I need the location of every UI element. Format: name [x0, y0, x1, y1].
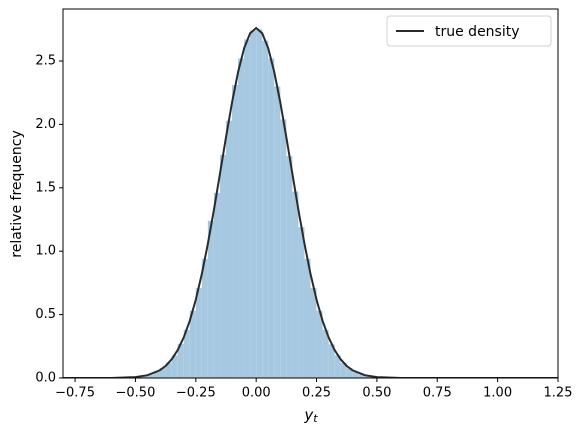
x-tick-label: −0.25	[176, 386, 216, 401]
bar	[225, 120, 233, 378]
bar	[358, 374, 365, 378]
bar	[334, 355, 341, 378]
bar	[286, 156, 293, 378]
bar	[153, 371, 160, 378]
bar	[256, 29, 263, 378]
bar	[183, 329, 190, 378]
bar	[195, 287, 202, 378]
bar	[165, 362, 172, 378]
plot-frame	[62, 8, 559, 379]
bar	[316, 310, 323, 378]
bar	[322, 329, 329, 378]
density-line	[63, 26, 558, 378]
x-axis-label: yt	[303, 406, 318, 426]
y-tick-label: 2.5	[35, 53, 56, 68]
y-axis-label: relative frequency	[9, 130, 25, 257]
bar	[268, 58, 275, 378]
x-tick-label: 0.50	[362, 386, 391, 401]
bar	[352, 372, 359, 378]
bar	[280, 119, 287, 378]
bar	[310, 287, 317, 378]
y-tick-label: 2.0	[35, 117, 56, 132]
bar	[274, 86, 281, 378]
bar	[171, 355, 178, 378]
x-tick-label: 0.75	[423, 386, 452, 401]
bar	[292, 191, 299, 378]
bar	[364, 375, 371, 378]
bar	[201, 258, 208, 378]
bar	[219, 154, 226, 378]
bar	[159, 368, 166, 378]
x-tick-label: 0.00	[242, 386, 271, 401]
bar	[346, 368, 353, 378]
x-label-base: y	[303, 406, 314, 424]
x-tick-label: 0.25	[302, 386, 331, 401]
y-tick-label: 1.0	[35, 244, 56, 259]
bar	[189, 310, 196, 378]
bar	[250, 30, 257, 378]
x-tick-label: −0.75	[55, 386, 95, 401]
bar	[147, 374, 154, 378]
bar	[304, 258, 311, 378]
plot	[63, 26, 558, 378]
bar	[340, 362, 347, 378]
bar	[207, 220, 214, 378]
y-tick-label: 0.5	[35, 307, 56, 322]
bar	[328, 344, 335, 378]
legend-label: true density	[435, 24, 520, 40]
legend-box	[386, 15, 552, 47]
x-tick-label: −0.50	[116, 386, 156, 401]
bar	[141, 375, 148, 378]
bar	[262, 40, 269, 378]
y-tick-label: 1.5	[35, 180, 56, 195]
bar	[238, 58, 245, 378]
bar	[232, 85, 239, 378]
bar	[213, 192, 220, 378]
x-tick-label: 1.25	[544, 386, 573, 401]
bar	[177, 343, 184, 378]
x-tick-label: 1.00	[483, 386, 512, 401]
y-tick-label: 0.0	[35, 371, 56, 386]
x-label-sub: t	[313, 412, 318, 425]
bar	[298, 227, 305, 378]
bar	[244, 39, 251, 378]
